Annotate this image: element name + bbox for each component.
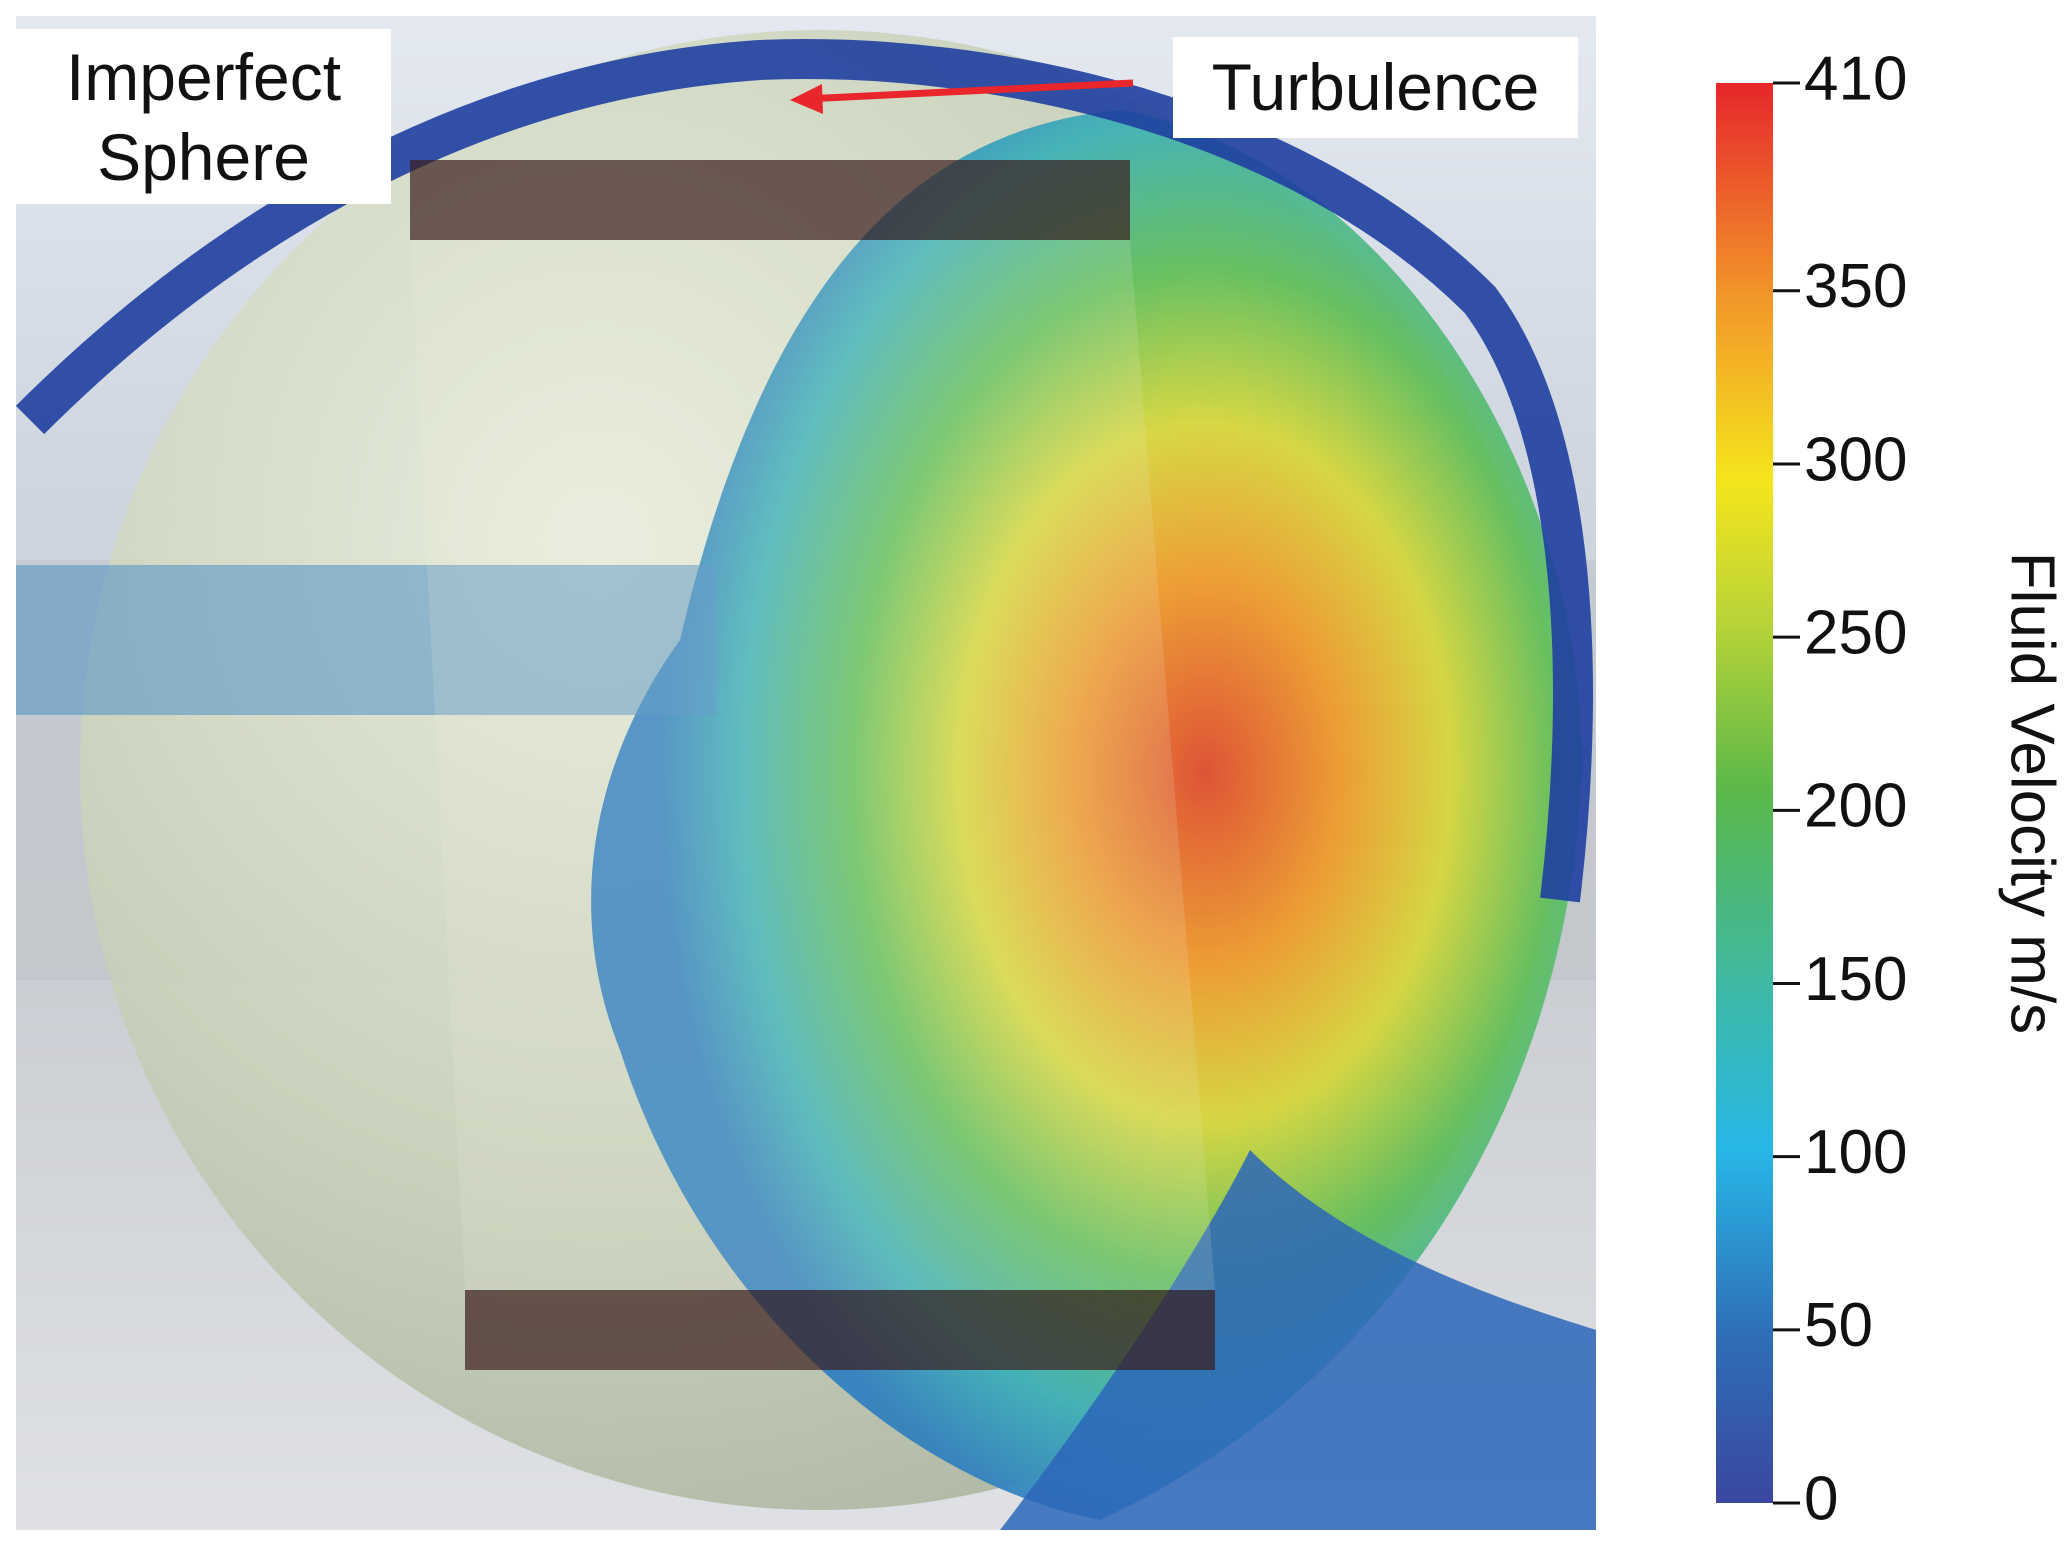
arrow-head (790, 84, 823, 114)
tick-label: 250 (1804, 599, 1907, 668)
arrow (804, 79, 1134, 103)
tick-label: 0 (1804, 1464, 1838, 1533)
colorbar (1716, 83, 1773, 1503)
colorbar-label: Fluid Velocity m/s (1998, 552, 2067, 1034)
annotation: Turbulence (1173, 37, 1578, 138)
render (16, 16, 1596, 1530)
tick-label: 410 (1804, 44, 1907, 113)
annotation: Imperfect Sphere (16, 29, 391, 204)
tick-label: 150 (1804, 945, 1907, 1014)
tick-label: 350 (1804, 252, 1907, 321)
tick-label: 100 (1804, 1118, 1907, 1187)
tick-label: 300 (1804, 425, 1907, 494)
tick-label: 200 (1804, 772, 1907, 841)
tick-label: 50 (1804, 1291, 1873, 1360)
